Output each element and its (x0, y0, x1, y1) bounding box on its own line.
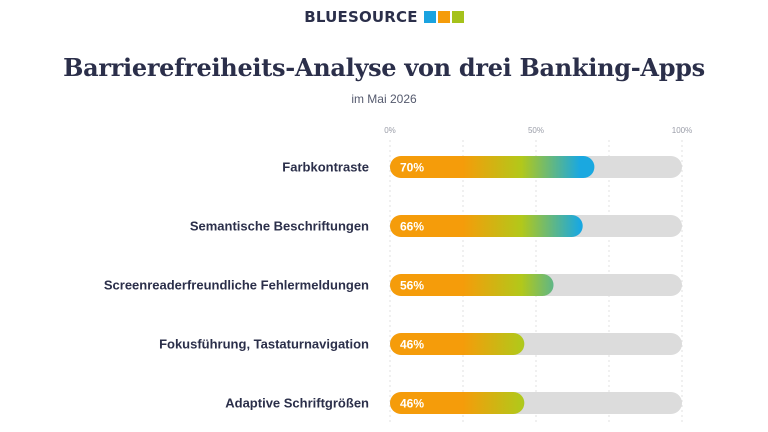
value-label: 56% (400, 279, 424, 293)
brand-name: BLUESOURCE (304, 8, 418, 26)
bar (390, 274, 554, 296)
bar-row: Semantische Beschriftungen 66% (190, 215, 682, 237)
value-label: 46% (400, 338, 424, 352)
bar-row: Adaptive Schriftgrößen 46% (225, 392, 682, 414)
brand-square-orange (437, 11, 450, 23)
bar-row: Farbkontraste 70% (282, 156, 682, 178)
bar-row: Screenreaderfreundliche Fehlermeldungen 5… (104, 274, 682, 296)
value-label: 66% (400, 220, 424, 234)
brand-square-green (451, 11, 464, 23)
chart-title: Barrierefreiheits-Analyse von drei Banki… (63, 53, 705, 82)
value-label: 70% (400, 161, 424, 175)
x-axis-ticks: 0% 50% 100% (384, 126, 692, 135)
category-label: Semantische Beschriftungen (190, 219, 369, 234)
category-label: Fokusführung, Tastaturnavigation (159, 337, 369, 352)
bar (390, 333, 525, 355)
category-label: Farbkontraste (282, 160, 369, 175)
x-tick-label: 0% (384, 126, 396, 135)
x-tick-label: 50% (528, 126, 544, 135)
category-label: Screenreaderfreundliche Fehlermeldungen (104, 278, 369, 293)
chart-subtitle: im Mai 2026 (351, 92, 417, 106)
brand-square-blue (423, 11, 436, 23)
value-label: 46% (400, 397, 424, 411)
bar (390, 215, 583, 237)
brand-logo: BLUESOURCE (0, 8, 768, 26)
bars: Farbkontraste 70% Semantische Beschriftung… (104, 156, 682, 414)
bar (390, 392, 525, 414)
bar-row: Fokusführung, Tastaturnavigation 46% (159, 333, 682, 355)
x-tick-label: 100% (672, 126, 692, 135)
brand-squares-icon (423, 11, 464, 23)
bar (390, 156, 595, 178)
category-label: Adaptive Schriftgrößen (225, 396, 369, 411)
